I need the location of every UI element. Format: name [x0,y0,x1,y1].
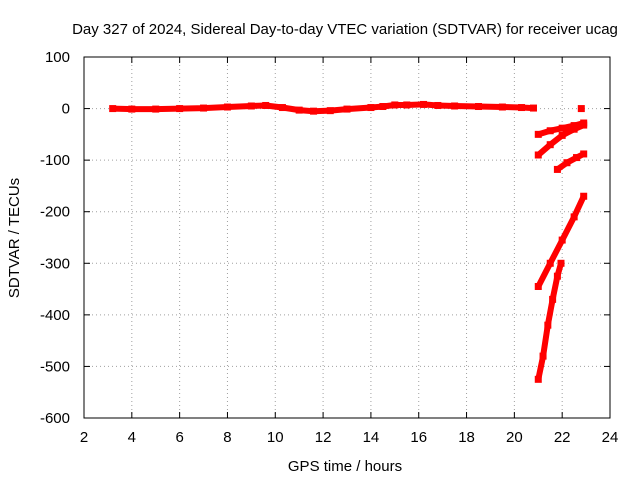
x-tick-label: 4 [128,429,136,446]
data-point [534,151,542,159]
data-point [539,352,547,360]
y-tick-label: -100 [40,152,70,169]
data-series-5 [553,150,588,173]
data-point [434,101,442,109]
x-tick-label: 6 [175,429,183,446]
data-point [295,106,303,114]
data-point [475,103,482,111]
y-tick-label: -600 [40,410,70,427]
y-tick-label: 100 [45,49,70,66]
data-point [379,103,387,111]
data-point [247,102,255,110]
data-point [553,272,561,280]
data-point [557,259,565,267]
data-point [278,104,286,112]
data-point [367,104,375,112]
data-point [200,104,208,112]
data-point [553,165,561,173]
data-point [529,104,537,112]
tick-layer: 2 4 6 8 10 12 14 16 18 20 22 241000-100-200-300-400… [40,49,618,446]
x-axis-label: GPS time / hours [288,458,402,475]
data-point [391,101,399,109]
data-point [534,130,542,138]
x-tick-label: 20 [506,429,523,446]
data-point [570,213,578,221]
data-point [544,321,552,329]
chart-title: Day 327 of 2024, Sidereal Day-to-day VTE… [72,21,618,38]
data-point [498,103,506,111]
data-point [451,102,459,110]
data-point [546,259,554,267]
x-tick-label: 16 [410,429,427,446]
data-point [403,101,411,109]
data-point [558,236,566,244]
data-series-6 [534,192,588,290]
plot-border [83,56,611,419]
data-point [128,105,136,113]
data-point [262,101,270,109]
data-point [580,121,588,129]
data-series-1 [109,100,537,115]
y-tick-label: -500 [40,358,70,375]
data-point [534,375,542,383]
data-point [570,125,578,133]
y-tick-label: 0 [62,101,70,118]
data-point [570,122,578,130]
data-point [580,150,588,158]
data-series-7 [534,259,565,383]
data-point [549,295,557,303]
grid-layer [84,57,610,418]
data-point [109,105,117,113]
y-axis-label: SDTVAR / TECUs [6,178,23,298]
x-tick-label: 2 [80,429,88,446]
x-tick-label: 18 [458,429,475,446]
x-tick-label: 12 [315,429,332,446]
y-tick-label: -300 [40,255,70,272]
data-point [343,105,351,113]
data-point [534,282,542,290]
x-tick-label: 22 [554,429,571,446]
data-point [580,192,588,200]
data-point [573,154,581,162]
series-trace [109,101,537,115]
data-point [558,124,566,132]
y-tick-label: -200 [40,204,70,221]
data-point [152,105,160,113]
data-point [326,107,334,115]
x-tick-label: 14 [363,429,380,446]
data-point [420,100,428,108]
data-point [546,127,554,135]
data-series-2 [577,105,585,113]
data-point [546,141,554,149]
y-tick-label: -400 [40,307,70,324]
data-point [176,105,184,113]
series-trace [554,151,587,173]
data-point [558,131,566,139]
data-point [518,104,526,112]
data-point [310,107,318,115]
data-point [223,103,231,111]
data-point [577,105,585,113]
data-series-4 [534,121,588,159]
data-layer [109,100,588,383]
x-tick-label: 8 [223,429,231,446]
x-tick-label: 10 [267,429,284,446]
x-tick-label: 24 [602,429,619,446]
data-point [563,159,571,167]
